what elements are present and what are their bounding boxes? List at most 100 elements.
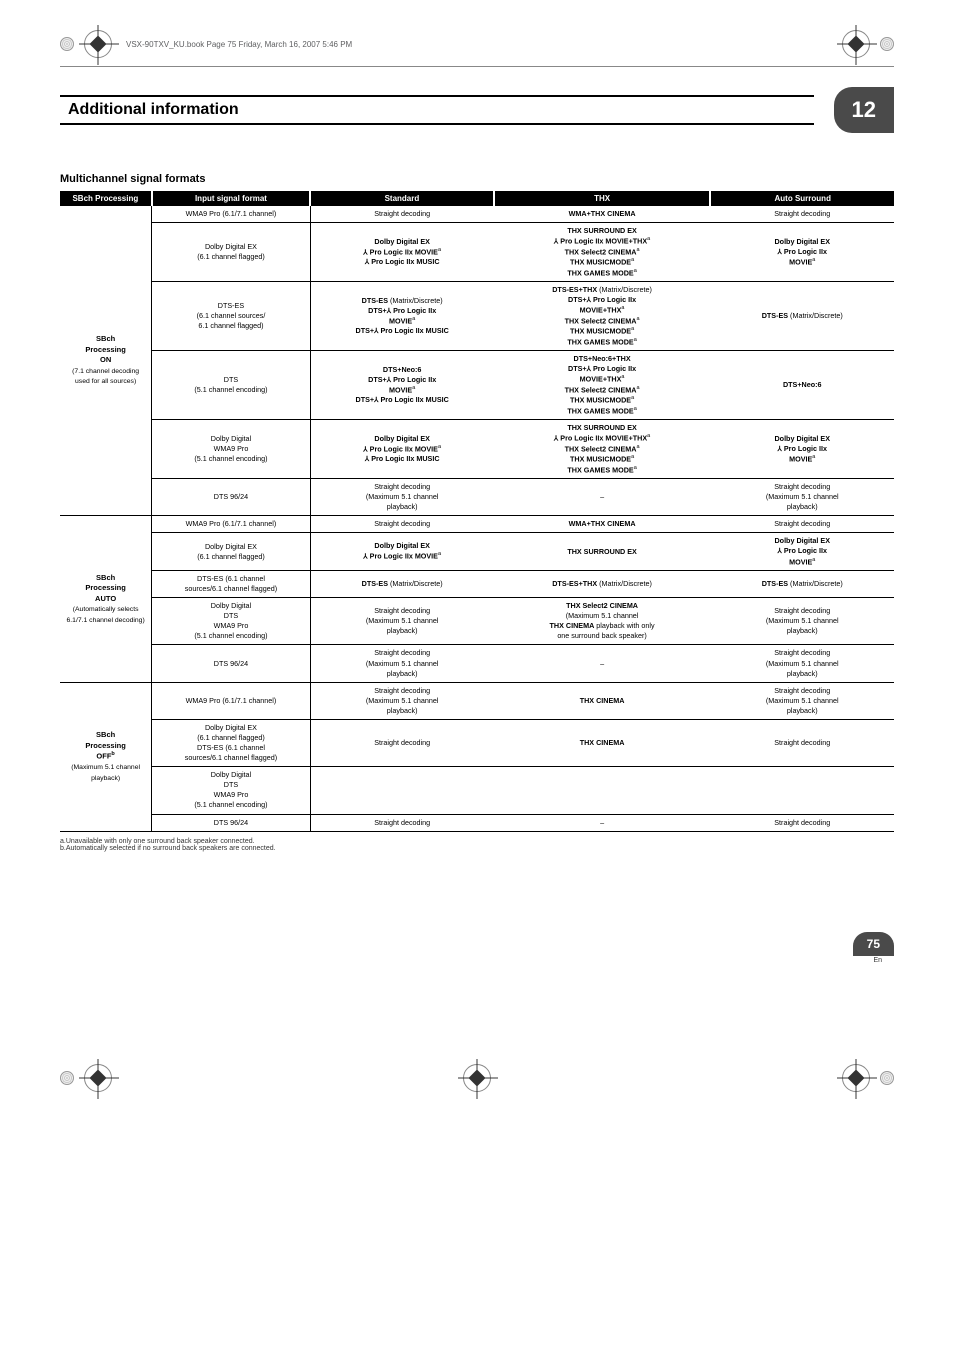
cell-input: DTS-ES(6.1 channel sources/6.1 channel f… (152, 282, 310, 351)
cell-std: DTS-ES (Matrix/Discrete)DTS+⅄ Pro Logic … (310, 282, 493, 351)
page-header: Additional information 12 (60, 87, 894, 133)
table-row: Dolby Digital EX(6.1 channel flagged)Dol… (60, 533, 894, 571)
cell-std: Dolby Digital EX⅄ Pro Logic IIx MOVIEa⅄ … (310, 420, 493, 479)
holo-circle (880, 37, 894, 51)
footnotes: a.Unavailable with only one surround bac… (60, 838, 894, 852)
cell-input: Dolby DigitalWMA9 Pro(5.1 channel encodi… (152, 420, 310, 479)
cell-std: Straight decoding (310, 814, 493, 831)
table-row: DTS-ES (6.1 channelsources/6.1 channel f… (60, 570, 894, 597)
table-row: DTS-ES(6.1 channel sources/6.1 channel f… (60, 282, 894, 351)
cell-auto: Straight decoding(Maximum 5.1 channelpla… (710, 598, 894, 645)
col-standard: Standard (310, 191, 493, 206)
col-sbch: SBch Processing (60, 191, 152, 206)
cell-thx: – (494, 479, 711, 516)
table-row: DTS 96/24Straight decoding(Maximum 5.1 c… (60, 645, 894, 682)
col-thx: THX (494, 191, 711, 206)
cell-std: DTS-ES (Matrix/Discrete) (310, 570, 493, 597)
registration-mark (842, 1064, 870, 1092)
registration-mark (842, 30, 870, 58)
group-head: SBchProcessingAUTO(Automatically selects… (60, 516, 152, 682)
registration-bottom (60, 1064, 894, 1092)
registration-mark (463, 1064, 491, 1092)
registration-mark (84, 30, 112, 58)
cell-thx (494, 767, 711, 814)
cell-auto (710, 767, 894, 814)
table-row: DTS(5.1 channel encoding)DTS+Neo:6DTS+⅄ … (60, 351, 894, 420)
cell-input: DTS 96/24 (152, 479, 310, 516)
signal-format-table: SBch Processing Input signal format Stan… (60, 191, 894, 832)
page-number: 75 (853, 932, 894, 956)
cell-thx: DTS-ES+THX (Matrix/Discrete)DTS+⅄ Pro Lo… (494, 282, 711, 351)
section-title: Multichannel signal formats (60, 173, 894, 185)
cell-thx: WMA+THX CINEMA (494, 516, 711, 533)
cell-auto: Straight decoding(Maximum 5.1 channelpla… (710, 645, 894, 682)
cell-std: Dolby Digital EX⅄ Pro Logic IIx MOVIEa⅄ … (310, 223, 493, 282)
cell-auto: Dolby Digital EX⅄ Pro Logic IIxMOVIEa (710, 420, 894, 479)
holo-circle (60, 1071, 74, 1085)
cell-input: Dolby Digital EX(6.1 channel flagged)DTS… (152, 719, 310, 766)
cell-auto: DTS-ES (Matrix/Discrete) (710, 282, 894, 351)
cell-input: DTS(5.1 channel encoding) (152, 351, 310, 420)
cell-thx: THX SURROUND EX⅄ Pro Logic IIx MOVIE+THX… (494, 420, 711, 479)
registration-top: VSX-90TXV_KU.book Page 75 Friday, March … (60, 30, 894, 58)
cell-std: Straight decoding(Maximum 5.1 channelpla… (310, 682, 493, 719)
table-row: SBchProcessingAUTO(Automatically selects… (60, 516, 894, 533)
table-row: Dolby DigitalDTSWMA9 Pro(5.1 channel enc… (60, 767, 894, 814)
cell-thx: THX Select2 CINEMA(Maximum 5.1 channelTH… (494, 598, 711, 645)
page-lang: En (60, 957, 894, 964)
cell-thx: DTS-ES+THX (Matrix/Discrete) (494, 570, 711, 597)
cell-auto: DTS+Neo:6 (710, 351, 894, 420)
table-row: DTS 96/24Straight decoding(Maximum 5.1 c… (60, 479, 894, 516)
book-line: VSX-90TXV_KU.book Page 75 Friday, March … (126, 40, 352, 49)
table-header-row: SBch Processing Input signal format Stan… (60, 191, 894, 206)
cell-input: WMA9 Pro (6.1/7.1 channel) (152, 206, 310, 223)
registration-mark (84, 1064, 112, 1092)
holo-circle (880, 1071, 894, 1085)
cell-std: Straight decoding(Maximum 5.1 channelpla… (310, 479, 493, 516)
cell-input: Dolby Digital EX(6.1 channel flagged) (152, 223, 310, 282)
cell-auto: Straight decoding(Maximum 5.1 channelpla… (710, 479, 894, 516)
cell-input: WMA9 Pro (6.1/7.1 channel) (152, 516, 310, 533)
cell-std: Straight decoding(Maximum 5.1 channelpla… (310, 645, 493, 682)
cell-auto: Straight decoding (710, 814, 894, 831)
cell-thx: THX SURROUND EX⅄ Pro Logic IIx MOVIE+THX… (494, 223, 711, 282)
group-head: SBchProcessingOFFb(Maximum 5.1 channel p… (60, 682, 152, 831)
col-input: Input signal format (152, 191, 310, 206)
page-number-block: 75 En (60, 932, 894, 964)
cell-std: DTS+Neo:6DTS+⅄ Pro Logic IIxMOVIEaDTS+⅄ … (310, 351, 493, 420)
cell-input: WMA9 Pro (6.1/7.1 channel) (152, 682, 310, 719)
section-header: Additional information (60, 95, 814, 125)
table-row: Dolby DigitalWMA9 Pro(5.1 channel encodi… (60, 420, 894, 479)
cell-input: DTS-ES (6.1 channelsources/6.1 channel f… (152, 570, 310, 597)
cell-thx: THX CINEMA (494, 682, 711, 719)
cell-thx: DTS+Neo:6+THXDTS+⅄ Pro Logic IIxMOVIE+TH… (494, 351, 711, 420)
cell-std: Straight decoding (310, 206, 493, 223)
table-row: Dolby DigitalDTSWMA9 Pro(5.1 channel enc… (60, 598, 894, 645)
table-row: DTS 96/24Straight decoding–Straight deco… (60, 814, 894, 831)
cell-std: Straight decoding(Maximum 5.1 channelpla… (310, 598, 493, 645)
footnote-b: b.Automatically selected if no surround … (60, 845, 894, 852)
cell-std: Straight decoding (310, 719, 493, 766)
cell-auto: Straight decoding (710, 206, 894, 223)
cell-thx: WMA+THX CINEMA (494, 206, 711, 223)
cell-thx: – (494, 645, 711, 682)
cell-input: Dolby DigitalDTSWMA9 Pro(5.1 channel enc… (152, 598, 310, 645)
cell-std: Straight decoding (310, 516, 493, 533)
cell-auto: DTS-ES (Matrix/Discrete) (710, 570, 894, 597)
chapter-badge: 12 (834, 87, 894, 133)
cell-std: Dolby Digital EX⅄ Pro Logic IIx MOVIEa (310, 533, 493, 571)
cell-thx: – (494, 814, 711, 831)
cell-input: DTS 96/24 (152, 645, 310, 682)
table-row: Dolby Digital EX(6.1 channel flagged)Dol… (60, 223, 894, 282)
cell-auto: Dolby Digital EX⅄ Pro Logic IIxMOVIEa (710, 533, 894, 571)
cell-auto: Straight decoding(Maximum 5.1 channelpla… (710, 682, 894, 719)
table-row: SBchProcessingOFFb(Maximum 5.1 channel p… (60, 682, 894, 719)
cell-input: Dolby DigitalDTSWMA9 Pro(5.1 channel enc… (152, 767, 310, 814)
cell-auto: Straight decoding (710, 516, 894, 533)
cell-auto: Straight decoding (710, 719, 894, 766)
top-divider (60, 66, 894, 67)
cell-thx: THX CINEMA (494, 719, 711, 766)
cell-auto: Dolby Digital EX⅄ Pro Logic IIxMOVIEa (710, 223, 894, 282)
group-head: SBchProcessingON(7.1 channel decoding us… (60, 206, 152, 516)
cell-input: DTS 96/24 (152, 814, 310, 831)
